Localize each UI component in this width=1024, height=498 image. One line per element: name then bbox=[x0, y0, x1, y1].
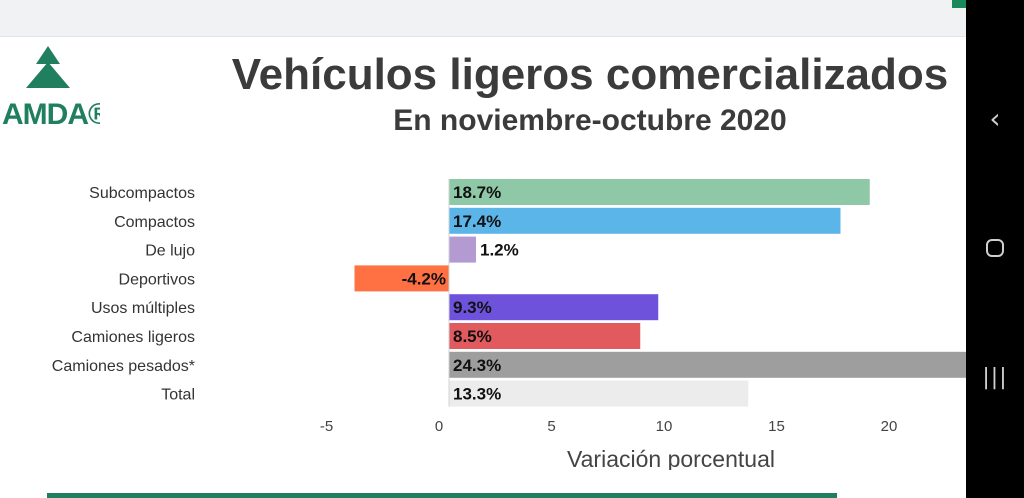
x-axis-title: Variación porcentual bbox=[567, 446, 775, 470]
logo-text: AMDA® bbox=[2, 98, 100, 130]
bar-5 bbox=[449, 294, 659, 321]
category-label-8: Total bbox=[161, 387, 195, 404]
chart-title: Vehículos ligeros comercializados bbox=[231, 50, 949, 99]
value-label-8: 13.3% bbox=[453, 385, 501, 404]
bar-8 bbox=[449, 380, 749, 407]
bar-1 bbox=[449, 179, 870, 205]
category-label-6: Camiones ligeros bbox=[71, 329, 195, 346]
recents-icon: ||| bbox=[982, 364, 1008, 390]
recents-button[interactable]: ||| bbox=[966, 357, 1024, 397]
x-tick-label-5: 15 bbox=[768, 418, 785, 435]
circle-home-icon bbox=[986, 239, 1004, 257]
android-nav-bar: ‹ ||| bbox=[966, 0, 1024, 498]
browser-top-bar bbox=[0, 0, 966, 37]
x-tick-label-4: 10 bbox=[656, 418, 673, 435]
back-button[interactable]: ‹ bbox=[966, 98, 1024, 138]
x-tick-label-1: -5 bbox=[320, 418, 333, 435]
value-label-2: 17.4% bbox=[453, 212, 501, 231]
x-tick-label-2: 0 bbox=[435, 418, 443, 435]
top-bar-accent bbox=[952, 0, 966, 8]
category-label-3: De lujo bbox=[145, 243, 195, 260]
bar-4 bbox=[354, 265, 449, 292]
bar-chart: Subcompactos 18.7% Compactos 17.4% De lujo 1.… bbox=[52, 179, 966, 470]
category-label-1: Subcompactos bbox=[89, 185, 195, 202]
amda-logo: AMDA® bbox=[0, 44, 111, 131]
value-label-3: 1.2% bbox=[480, 241, 519, 260]
value-label-6: 8.5% bbox=[453, 327, 492, 346]
value-label-5: 9.3% bbox=[453, 298, 492, 317]
category-label-7: Camiones pesados* bbox=[52, 358, 195, 375]
bar-7 bbox=[449, 351, 966, 378]
home-button[interactable] bbox=[966, 228, 1024, 268]
value-label-1: 18.7% bbox=[453, 183, 501, 202]
category-label-2: Compactos bbox=[114, 214, 195, 231]
chevron-left-icon: ‹ bbox=[989, 101, 1001, 135]
value-label-7: 24.3% bbox=[453, 356, 501, 375]
bottom-accent-line bbox=[47, 493, 837, 498]
x-tick-label-3: 5 bbox=[547, 418, 555, 435]
category-label-4: Deportivos bbox=[119, 271, 195, 288]
x-tick-label-6: 20 bbox=[881, 418, 898, 435]
bar-6 bbox=[449, 323, 641, 349]
bar-2 bbox=[449, 207, 841, 234]
chart-subtitle: En noviembre-octubre 2020 bbox=[393, 104, 787, 137]
bar-3 bbox=[449, 236, 476, 263]
category-label-5: Usos múltiples bbox=[91, 300, 195, 317]
value-label-4: -4.2% bbox=[402, 269, 446, 288]
